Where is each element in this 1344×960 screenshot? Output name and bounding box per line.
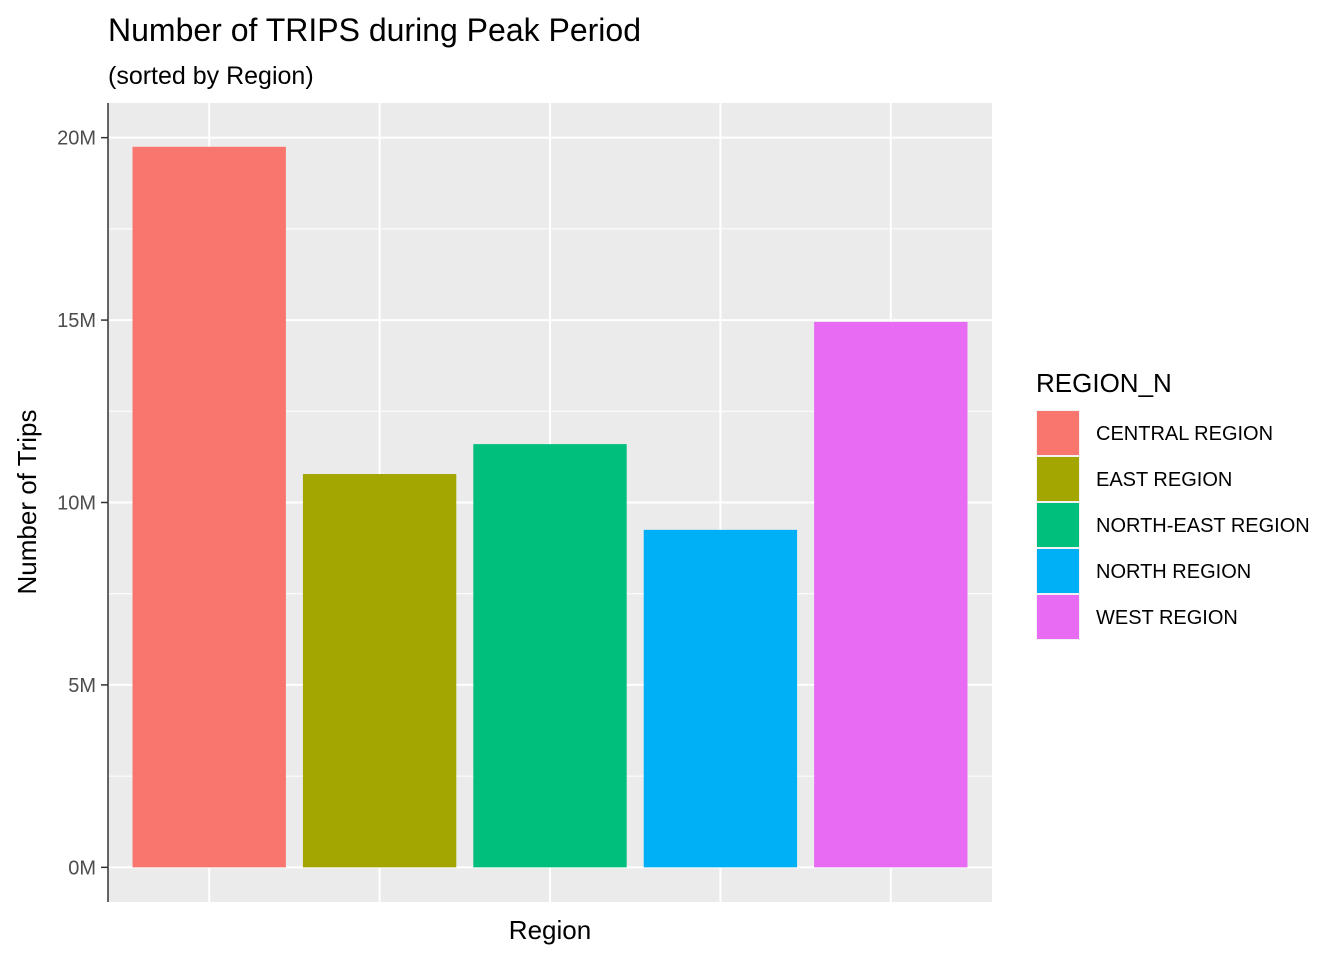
y-tick-label: 10M — [57, 493, 96, 515]
legend-title: REGION_N — [1036, 368, 1172, 398]
legend-label: EAST REGION — [1096, 469, 1232, 491]
legend-swatch — [1037, 549, 1079, 593]
bar-east-region — [302, 474, 457, 868]
legend-swatch — [1037, 411, 1079, 455]
y-tick-labels: 0M 5M 10M 15M 20M — [57, 128, 96, 880]
bar-north-east-region — [473, 444, 627, 868]
legend-swatch — [1037, 457, 1079, 501]
legend-items: CENTRAL REGION EAST REGION NORTH-EAST REGI… — [1036, 410, 1310, 640]
legend-swatch — [1037, 595, 1079, 639]
legend-label: NORTH-EAST REGION — [1096, 515, 1310, 537]
y-tick-label: 5M — [68, 675, 96, 697]
legend-label: WEST REGION — [1096, 607, 1238, 629]
bar-central-region — [132, 146, 286, 868]
bar-north-region — [643, 529, 798, 868]
axes — [101, 103, 109, 902]
y-tick-label: 0M — [68, 857, 96, 879]
chart-subtitle: (sorted by Region) — [108, 62, 314, 90]
legend: REGION_N CENTRAL REGION EAST REGION NORTH-… — [1036, 368, 1310, 640]
legend-label: CENTRAL REGION — [1096, 423, 1273, 445]
y-tick-label: 15M — [57, 310, 96, 332]
y-tick-label: 20M — [57, 128, 96, 150]
y-axis-title: Number of Trips — [12, 410, 42, 595]
legend-label: NORTH REGION — [1096, 561, 1251, 583]
x-axis-title: Region — [509, 915, 591, 945]
chart-title: Number of TRIPS during Peak Period — [108, 12, 641, 48]
bars — [132, 146, 968, 868]
legend-swatch — [1037, 503, 1079, 547]
bar-west-region — [814, 321, 968, 868]
